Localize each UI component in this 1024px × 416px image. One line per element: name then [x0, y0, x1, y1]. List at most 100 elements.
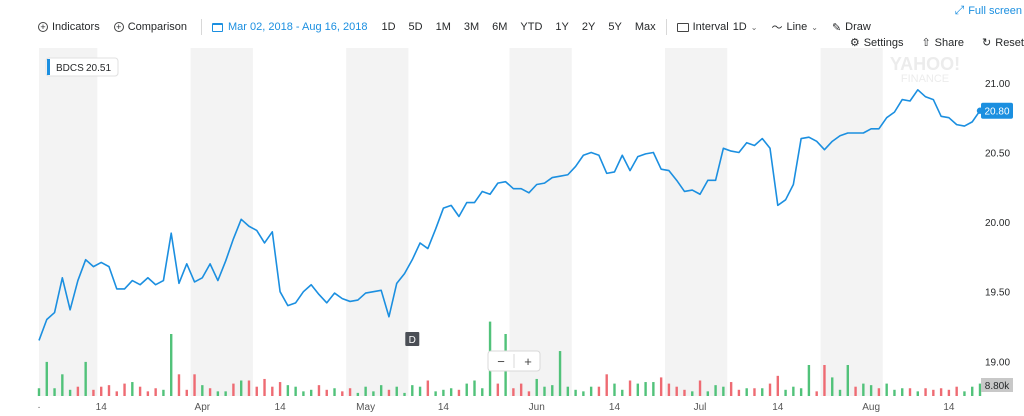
chart-toolbar: + Indicators + Comparison Mar 02, 2018 -… — [38, 16, 1024, 38]
volume-bar — [496, 383, 500, 396]
volume-bar — [131, 382, 134, 396]
volume-tag-label: 8.80k — [985, 381, 1010, 392]
reset-icon: ↻ — [982, 37, 992, 49]
volume-bar — [434, 391, 437, 396]
volume-bar — [582, 391, 585, 396]
volume-bar — [457, 389, 461, 396]
fullscreen-button[interactable]: ⤢ Full screen — [955, 3, 1022, 18]
volume-bar — [675, 386, 678, 396]
x-tick-label: Jul — [694, 402, 707, 413]
range-3m[interactable]: 3M — [463, 21, 480, 33]
x-tick-label: Apr — [195, 402, 211, 413]
legend-chip: BDCS 20.51 — [45, 57, 119, 77]
legend-symbol: BDCS — [56, 63, 84, 74]
line-chart-icon: 〜 — [771, 22, 783, 34]
volume-bar — [963, 391, 966, 396]
volume-bar — [652, 382, 655, 396]
volume-bar — [154, 388, 157, 396]
volume-bar — [37, 388, 41, 396]
settings-button[interactable]: ⚙ Settings — [850, 36, 904, 50]
share-button[interactable]: ⇧ Share — [921, 36, 964, 50]
chart-type-dropdown[interactable]: 〜 Line ⌄ — [771, 19, 818, 35]
pencil-icon: ✎ — [831, 21, 842, 34]
volume-bar — [644, 382, 647, 396]
volume-bar — [208, 388, 212, 396]
volume-bar — [971, 386, 974, 396]
y-tick-label: 20.00 — [985, 218, 1010, 229]
range-5d[interactable]: 5D — [408, 21, 423, 33]
watermark-line1: YAHOO! — [890, 54, 960, 74]
volume-bar — [232, 383, 235, 396]
volume-bar — [729, 382, 733, 396]
dividend-marker-label: D — [409, 335, 416, 346]
volume-bar — [628, 380, 632, 396]
volume-bar — [932, 389, 935, 396]
toolbar-divider — [201, 19, 203, 35]
volume-bar — [558, 351, 562, 396]
price-tag-box — [981, 102, 1013, 119]
volume-bar — [566, 386, 570, 396]
volume-bar — [901, 388, 904, 396]
range-ytd[interactable]: YTD — [520, 21, 543, 33]
range-6m[interactable]: 6M — [492, 21, 508, 33]
volume-bar — [924, 388, 927, 396]
expand-icon: ⤢ — [954, 3, 965, 17]
x-tick-label: 14 — [772, 402, 784, 413]
volume-bar — [659, 377, 663, 396]
shaded-band — [820, 48, 883, 396]
range-1m[interactable]: 1M — [435, 21, 451, 33]
volume-bar — [854, 386, 857, 396]
range-1y[interactable]: 1Y — [555, 21, 569, 33]
volume-bar — [201, 385, 204, 396]
draw-button[interactable]: ✎ Draw — [832, 21, 871, 34]
y-tick-label: 21.00 — [985, 79, 1010, 90]
interval-label: Interval — [692, 21, 729, 33]
volume-bar — [481, 388, 484, 396]
range-2y[interactable]: 2Y — [581, 21, 596, 33]
comparison-button[interactable]: + Comparison — [113, 21, 187, 33]
volume-bar — [939, 388, 943, 396]
volume-bar — [302, 391, 305, 396]
volume-bar — [115, 391, 118, 396]
range-1d[interactable]: 1D — [381, 21, 396, 33]
price-line — [38, 89, 981, 341]
shaded-band — [190, 48, 253, 396]
indicators-button[interactable]: + Indicators — [38, 21, 100, 33]
volume-bar — [162, 389, 165, 396]
volume-bar — [877, 388, 881, 396]
range-max[interactable]: Max — [634, 21, 656, 33]
date-range-picker[interactable]: Mar 02, 2018 - Aug 16, 2018 — [212, 21, 367, 33]
draw-label: Draw — [845, 21, 871, 33]
volume-bar — [519, 383, 523, 396]
shaded-band — [346, 48, 409, 396]
volume-bar — [177, 374, 181, 396]
x-tick-label: · — [37, 402, 40, 413]
volume-bar — [53, 388, 56, 396]
chevron-down-icon: ⌄ — [750, 22, 758, 32]
volume-bar — [636, 383, 640, 396]
volume-bar — [216, 391, 220, 396]
volume-bar — [667, 383, 671, 396]
plus-circle-icon: + — [113, 22, 124, 32]
volume-bar — [239, 380, 243, 396]
volume-bar — [309, 389, 313, 396]
volume-bar — [364, 386, 367, 396]
current-price-tag: 20.80 — [981, 102, 1013, 119]
volume-bar — [823, 365, 826, 396]
volume-bar — [387, 389, 391, 396]
range-5y[interactable]: 5Y — [608, 21, 622, 33]
volume-bar — [263, 378, 266, 396]
volume-tag: 8.80k — [981, 378, 1013, 392]
zoom-out-button[interactable]: − — [497, 354, 505, 369]
zoom-in-button[interactable]: + — [524, 354, 532, 369]
volume-bar — [551, 385, 554, 396]
reset-button[interactable]: ↻ Reset — [982, 36, 1024, 50]
volume-bar — [535, 378, 538, 396]
interval-dropdown[interactable]: Interval 1D ⌄ — [676, 21, 758, 33]
volume-bar — [100, 386, 103, 396]
volume-bar — [418, 386, 422, 396]
volume-bar — [465, 383, 468, 396]
x-tick-label: Jun — [529, 402, 545, 413]
legend-value: 20.51 — [86, 63, 111, 74]
